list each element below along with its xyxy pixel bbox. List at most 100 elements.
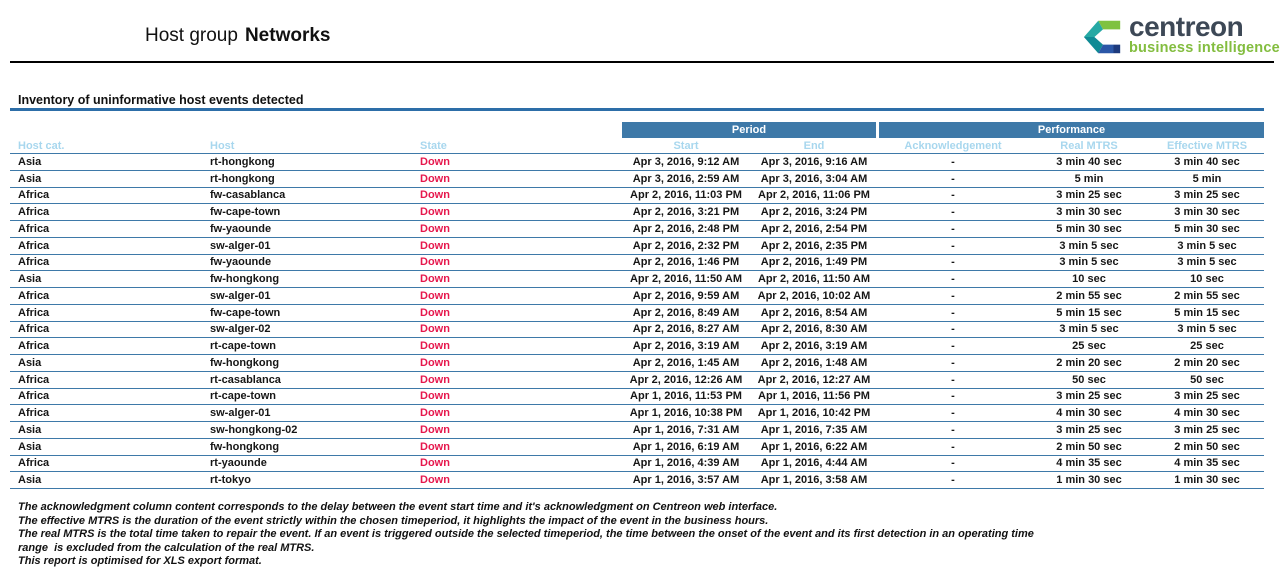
cell-host: rt-hongkong [210,172,275,185]
cell-end: Apr 2, 2016, 12:27 AM [757,373,871,386]
cell-ack: - [951,222,955,235]
cell-host: rt-tokyo [210,474,251,487]
cell-state: Down [420,273,450,286]
cell-end: Apr 2, 2016, 1:49 PM [760,256,868,269]
cell-start: Apr 1, 2016, 4:39 AM [632,457,740,470]
column-header-host: Host [210,139,235,152]
cell-start: Apr 2, 2016, 11:50 AM [629,273,743,286]
cell-host-cat: Asia [18,273,42,286]
cell-ack: - [951,273,955,286]
cell-effective-mtrs: 10 sec [1190,273,1224,286]
cell-start: Apr 2, 2016, 9:59 AM [632,289,740,302]
cell-start: Apr 1, 2016, 3:57 AM [632,474,740,487]
cell-state: Down [420,256,450,269]
cell-effective-mtrs: 4 min 30 sec [1174,407,1240,420]
cell-real-mtrs: 2 min 55 sec [1056,289,1122,302]
table-row: Africa sw-alger-01 Down Apr 1, 2016, 10:38 … [10,405,1264,422]
cell-state: Down [420,189,450,202]
cell-effective-mtrs: 3 min 30 sec [1174,206,1240,219]
cell-state: Down [420,407,450,420]
cell-end: Apr 1, 2016, 11:56 PM [758,390,870,403]
cell-end: Apr 1, 2016, 6:22 AM [760,440,868,453]
page-title: Host group Networks [145,25,330,47]
cell-host-cat: Africa [18,256,50,269]
cell-end: Apr 2, 2016, 3:19 AM [760,340,868,353]
cell-end: Apr 2, 2016, 8:54 AM [760,306,868,319]
cell-effective-mtrs: 3 min 5 sec [1177,256,1237,269]
cell-effective-mtrs: 3 min 25 sec [1174,189,1240,202]
cell-host: rt-hongkong [210,155,275,168]
cell-state: Down [420,457,450,470]
cell-end: Apr 2, 2016, 2:54 PM [760,222,868,235]
cell-end: Apr 1, 2016, 3:58 AM [760,474,868,487]
footnote-line: This report is optimised for XLS export … [18,555,262,568]
cell-start: Apr 2, 2016, 1:46 PM [632,256,740,269]
cell-host-cat: Africa [18,239,50,252]
cell-host-cat: Africa [18,457,50,470]
table-row: Africa sw-alger-02 Down Apr 2, 2016, 8:27 A… [10,322,1264,339]
cell-state: Down [420,340,450,353]
cell-start: Apr 2, 2016, 11:03 PM [630,189,742,202]
cell-real-mtrs: 3 min 25 sec [1056,189,1122,202]
cell-end: Apr 2, 2016, 10:02 AM [757,289,871,302]
cell-effective-mtrs: 50 sec [1190,373,1224,386]
cell-real-mtrs: 25 sec [1072,340,1106,353]
cell-real-mtrs: 1 min 30 sec [1056,474,1122,487]
cell-state: Down [420,356,450,369]
section-title: Inventory of uninformative host events d… [18,93,304,107]
cell-state: Down [420,373,450,386]
centreon-brand-name: centreon [1129,11,1244,42]
footnote-line: The effective MTRS is the duration of th… [18,514,769,527]
table-row: Africa sw-alger-01 Down Apr 2, 2016, 9:59 A… [10,288,1264,305]
table-row: Africa rt-cape-town Down Apr 1, 2016, 11:53… [10,389,1264,406]
column-header-state: State [420,139,447,152]
cell-host: fw-yaounde [210,222,272,235]
cell-host-cat: Asia [18,423,42,436]
cell-real-mtrs: 50 sec [1072,373,1106,386]
table-row: Africa fw-yaounde Down Apr 2, 2016, 2:48 PM… [10,221,1264,238]
cell-start: Apr 1, 2016, 6:19 AM [632,440,740,453]
cell-real-mtrs: 5 min 30 sec [1056,222,1122,235]
cell-host-cat: Africa [18,407,50,420]
cell-host-cat: Africa [18,373,50,386]
column-header-acknowledgement: Acknowledgement [904,139,1002,152]
cell-effective-mtrs: 4 min 35 sec [1174,457,1240,470]
cell-real-mtrs: 3 min 30 sec [1056,206,1122,219]
cell-state: Down [420,239,450,252]
centreon-logo-text: centreon business intelligence [1129,11,1280,57]
table-row: Africa rt-casablanca Down Apr 2, 2016, 12:2… [10,372,1264,389]
cell-ack: - [951,172,955,185]
cell-effective-mtrs: 1 min 30 sec [1174,474,1240,487]
cell-end: Apr 3, 2016, 3:04 AM [760,172,868,185]
cell-start: Apr 2, 2016, 3:21 PM [632,206,740,219]
cell-host: rt-cape-town [210,340,276,353]
cell-effective-mtrs: 2 min 20 sec [1174,356,1240,369]
cell-state: Down [420,440,450,453]
cell-host-cat: Africa [18,323,50,336]
cell-real-mtrs: 3 min 5 sec [1059,256,1119,269]
cell-state: Down [420,306,450,319]
table-row: Asia rt-tokyo Down Apr 1, 2016, 3:57 AM Apr … [10,472,1264,489]
cell-start: Apr 2, 2016, 2:32 PM [632,239,740,252]
cell-start: Apr 1, 2016, 10:38 PM [629,407,743,420]
group-header-period: Period [622,122,876,138]
cell-host-cat: Africa [18,206,50,219]
table-row: Asia fw-hongkong Down Apr 2, 2016, 11:50 AM… [10,271,1264,288]
cell-effective-mtrs: 3 min 40 sec [1174,155,1240,168]
cell-host: fw-casablanca [210,189,286,202]
cell-host: fw-yaounde [210,256,272,269]
cell-host: fw-hongkong [210,356,280,369]
cell-ack: - [951,457,955,470]
cell-end: Apr 3, 2016, 9:16 AM [760,155,868,168]
cell-start: Apr 2, 2016, 8:27 AM [632,323,740,336]
cell-end: Apr 1, 2016, 7:35 AM [760,423,868,436]
cell-host-cat: Asia [18,474,42,487]
cell-state: Down [420,474,450,487]
footnote-line: The real MTRS is the total time taken to… [18,528,1034,541]
cell-start: Apr 1, 2016, 11:53 PM [630,390,742,403]
table-column-header-row: Host cat. Host State Start End Acknowled… [10,138,1264,154]
cell-host: fw-cape-town [210,206,281,219]
cell-start: Apr 2, 2016, 8:49 AM [632,306,740,319]
cell-host: sw-alger-01 [210,407,271,420]
cell-host-cat: Africa [18,222,50,235]
